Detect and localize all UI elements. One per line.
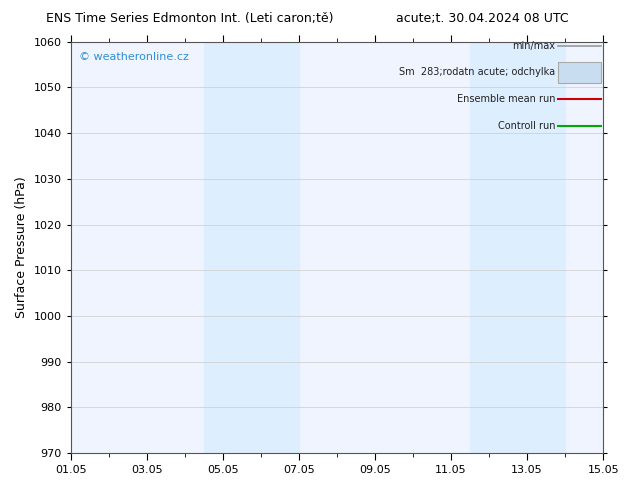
Bar <box>242 42 299 453</box>
Text: acute;t. 30.04.2024 08 UTC: acute;t. 30.04.2024 08 UTC <box>396 12 568 25</box>
Text: © weatheronline.cz: © weatheronline.cz <box>79 52 188 62</box>
Bar <box>508 42 565 453</box>
Text: ENS Time Series Edmonton Int. (Leti caron;tě): ENS Time Series Edmonton Int. (Leti caro… <box>46 12 334 25</box>
Bar <box>470 42 508 453</box>
Text: Sm  283;rodatn acute; odchylka: Sm 283;rodatn acute; odchylka <box>399 68 555 77</box>
Text: Ensemble mean run: Ensemble mean run <box>456 94 555 104</box>
Text: min/max: min/max <box>512 41 555 50</box>
Bar <box>204 42 242 453</box>
Y-axis label: Surface Pressure (hPa): Surface Pressure (hPa) <box>15 176 28 318</box>
Text: Controll run: Controll run <box>498 121 555 131</box>
FancyBboxPatch shape <box>558 62 600 83</box>
